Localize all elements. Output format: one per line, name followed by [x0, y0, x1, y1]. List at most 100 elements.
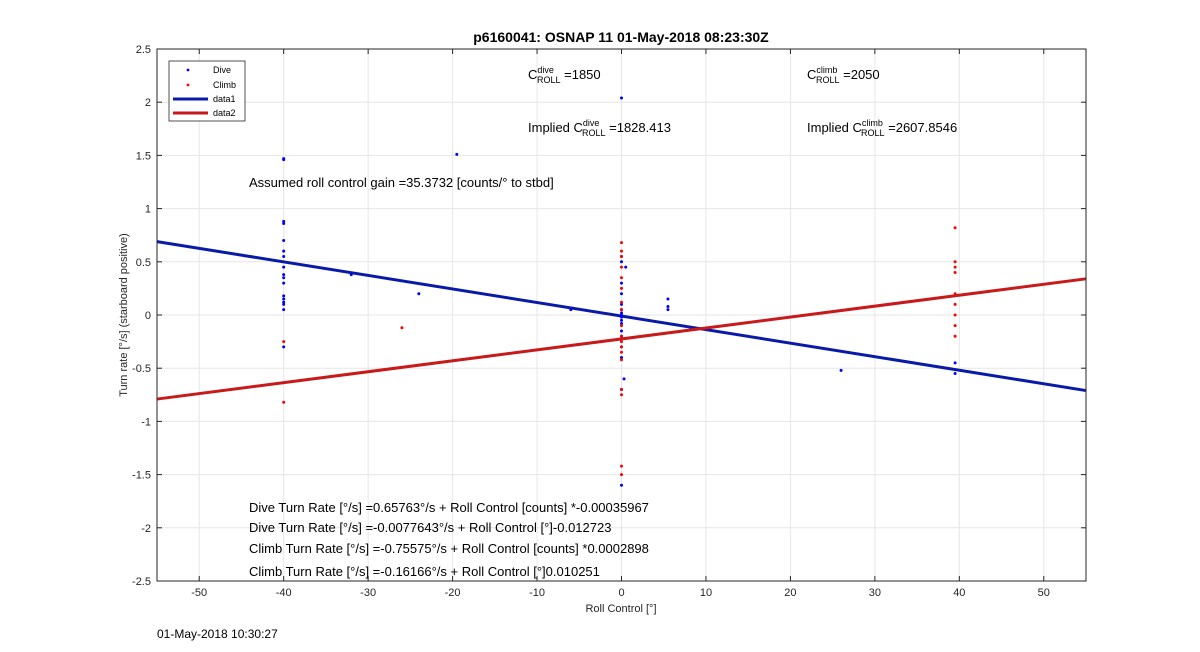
x-tick-label: 20	[784, 587, 796, 599]
point-dive	[620, 356, 623, 360]
y-tick-label: 0.5	[136, 257, 151, 269]
implied-climb-annotation: Implied Cclimb ROLL =2607.8546	[807, 118, 957, 138]
c-roll-climb-value: =2050	[840, 67, 880, 82]
point-dive	[455, 152, 459, 156]
x-tick-label: -30	[360, 587, 376, 599]
legend: Dive Climb data1 data2	[168, 60, 246, 122]
point-dive	[620, 483, 623, 487]
point-climb	[953, 302, 957, 306]
ticks: -50 -40 -30 -20 -10 0 10 20 30 40 50-2.5-2-1.5-1-0…	[132, 44, 1086, 599]
point-climb	[620, 464, 623, 468]
x-tick-label: 0	[618, 587, 624, 599]
implied-dive-sup: dive	[583, 118, 600, 128]
point-dive	[282, 281, 286, 285]
x-tick-label: -10	[529, 587, 545, 599]
point-climb	[282, 400, 286, 404]
point-dive	[666, 304, 670, 308]
point-climb	[620, 387, 623, 391]
y-tick-label: -2.5	[132, 576, 151, 588]
point-climb	[953, 324, 957, 328]
point-dive	[282, 158, 286, 162]
y-tick-label: -1.5	[132, 470, 151, 482]
point-dive	[620, 302, 623, 306]
point-climb	[620, 300, 623, 304]
legend-data2-label: data2	[213, 108, 236, 118]
point-climb	[953, 292, 957, 296]
gain-annotation: Assumed roll control gain =35.3732 [coun…	[249, 175, 554, 190]
x-axis-label: Roll Control [°]	[585, 603, 656, 615]
point-dive	[282, 300, 286, 304]
point-climb	[620, 393, 623, 397]
point-dive	[282, 265, 286, 269]
point-dive	[620, 96, 623, 100]
y-tick-label: 2	[145, 97, 151, 109]
point-dive	[282, 308, 286, 312]
implied-climb-value: =2607.8546	[885, 120, 958, 135]
c-roll-dive-value: =1850	[561, 67, 601, 82]
point-climb	[400, 326, 404, 330]
equation-1: Dive Turn Rate [°/s] =0.65763°/s + Roll …	[249, 500, 649, 515]
point-climb	[620, 350, 623, 354]
c-roll-climb-sup: climb	[816, 65, 837, 75]
point-climb	[620, 358, 623, 362]
y-tick-label: 1.5	[136, 150, 151, 162]
x-tick-label: -40	[276, 587, 292, 599]
point-dive	[666, 297, 670, 301]
point-dive	[282, 239, 286, 243]
point-dive	[620, 318, 623, 322]
c-roll-dive-sup: dive	[537, 65, 554, 75]
implied-climb-prefix: Implied C	[807, 120, 862, 135]
series-line-data2	[156, 277, 1087, 401]
legend-data1-label: data1	[213, 94, 236, 104]
point-climb	[620, 265, 623, 269]
legend-climb-marker	[186, 83, 190, 87]
y-tick-label: 0	[145, 310, 151, 322]
point-climb	[620, 334, 623, 338]
point-climb	[620, 324, 623, 328]
x-tick-label: 50	[1038, 587, 1050, 599]
point-dive	[282, 221, 286, 225]
point-dive	[620, 322, 623, 326]
point-climb	[620, 345, 623, 349]
point-dive	[620, 329, 623, 333]
point-climb	[953, 313, 957, 317]
point-climb	[620, 308, 623, 312]
c-roll-dive-annotation: Cdive ROLL =1850	[528, 65, 601, 85]
implied-dive-annotation: Implied Cdive ROLL =1828.413	[528, 118, 671, 138]
legend-box	[168, 60, 246, 122]
chart-title: p6160041: OSNAP 11 01-May-2018 08:23:30Z	[473, 29, 769, 45]
implied-climb-sub: ROLL	[861, 128, 885, 138]
point-climb	[953, 270, 957, 274]
c-roll-climb-prefix: C	[807, 67, 816, 82]
point-climb	[620, 340, 623, 344]
y-tick-label: 2.5	[136, 44, 151, 56]
point-dive	[417, 292, 421, 296]
point-climb	[620, 254, 623, 258]
point-climb	[620, 286, 623, 290]
point-dive	[282, 297, 286, 301]
point-dive	[620, 311, 623, 315]
point-climb	[620, 241, 623, 245]
c-roll-dive-prefix: C	[528, 67, 537, 82]
point-climb	[953, 260, 957, 264]
x-tick-label: 30	[869, 587, 881, 599]
point-dive	[282, 273, 286, 277]
implied-dive-value: =1828.413	[606, 120, 671, 135]
x-tick-label: -20	[445, 587, 461, 599]
legend-dive-marker	[186, 68, 190, 72]
c-roll-climb-sub: ROLL	[816, 75, 840, 85]
data-points	[282, 96, 957, 487]
legend-climb-label: Climb	[213, 80, 236, 90]
y-tick-label: -0.5	[132, 363, 151, 375]
point-dive	[620, 292, 623, 296]
point-dive	[620, 313, 623, 317]
legend-dive-label: Dive	[213, 65, 231, 75]
y-tick-label: -1	[141, 416, 151, 428]
point-dive	[282, 249, 286, 253]
point-dive	[620, 315, 623, 319]
point-dive	[624, 265, 628, 269]
point-dive	[953, 361, 957, 365]
y-tick-label: 1	[145, 204, 151, 216]
point-dive	[666, 308, 670, 312]
